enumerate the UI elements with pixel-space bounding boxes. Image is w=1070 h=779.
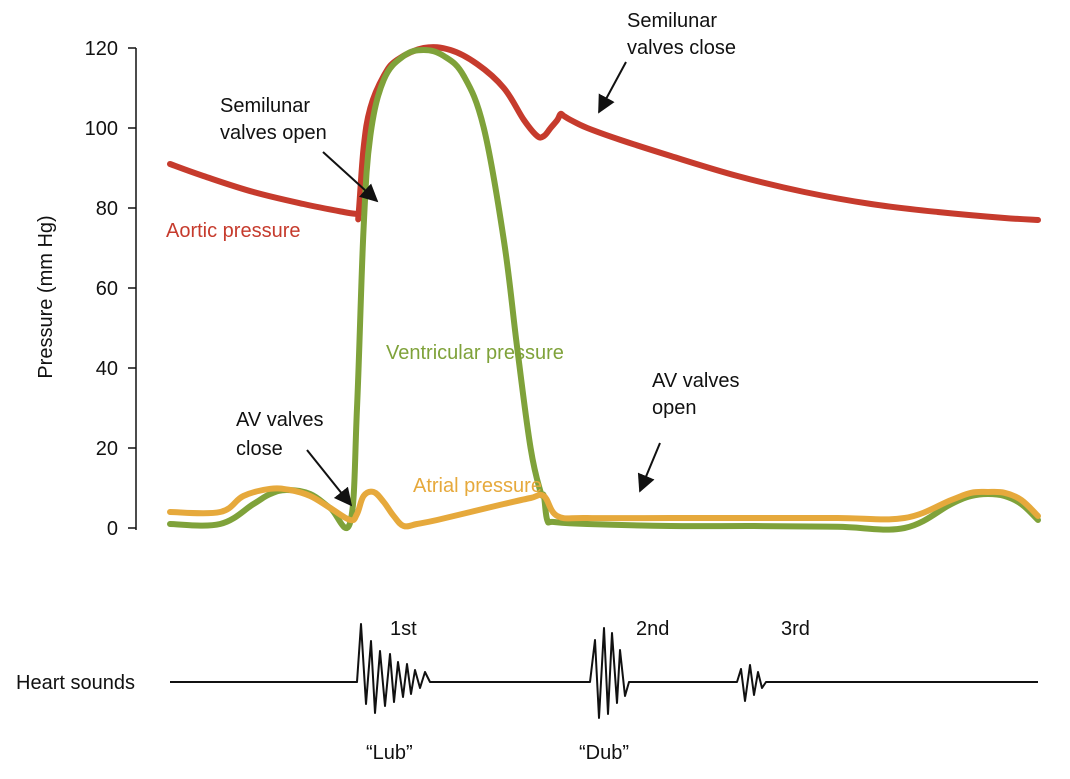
y-tick-label: 60: [96, 278, 118, 300]
y-tick-label: 120: [85, 38, 118, 60]
y-axis-label: Pressure (mm Hg): [35, 215, 57, 378]
aortic-pressure-curve: [167, 44, 1041, 223]
heart-sound-1st-label: 1st: [390, 618, 417, 640]
heart-sound-2nd-label: 2nd: [636, 618, 669, 640]
annotation-av-open-line1: AV valves: [652, 370, 739, 392]
annotation-semilunar-open-line2: valves open: [220, 122, 327, 144]
y-axis: 0 20 40 60 80 100 120 Pressure (mm Hg): [35, 38, 137, 540]
heart-sound-lub-label: “Lub”: [366, 742, 413, 764]
arrow-semilunar-open: [322, 151, 379, 203]
heart-sounds-label: Heart sounds: [16, 672, 135, 694]
heart-sound-3rd-label: 3rd: [781, 618, 810, 640]
y-tick-label: 0: [107, 518, 118, 540]
arrow-av-close: [306, 449, 353, 507]
atrial-pressure-label: Atrial pressure: [413, 475, 542, 497]
y-tick-label: 20: [96, 438, 118, 460]
arrow-av-open: [637, 442, 661, 493]
annotation-av-close-line2: close: [236, 438, 283, 460]
annotation-semilunar-open-line1: Semilunar: [220, 95, 310, 117]
annotation-av-open-line2: open: [652, 397, 697, 419]
annotation-semilunar-close-line1: Semilunar: [627, 10, 717, 32]
annotation-semilunar-close: Semilunar valves close: [598, 10, 736, 114]
ventricular-pressure-label: Ventricular pressure: [386, 342, 564, 364]
annotation-av-open: AV valves open: [637, 370, 739, 493]
y-tick-label: 40: [96, 358, 118, 380]
y-tick-label: 80: [96, 198, 118, 220]
annotation-av-close-line1: AV valves: [236, 409, 323, 431]
heart-sound-trace: [170, 623, 1038, 719]
atrial-pressure-curve: [167, 485, 1041, 530]
annotation-av-close: AV valves close: [236, 409, 353, 507]
annotation-semilunar-close-line2: valves close: [627, 37, 736, 59]
annotation-semilunar-open: Semilunar valves open: [220, 95, 379, 203]
arrow-semilunar-close: [598, 61, 627, 114]
y-tick-label: 100: [85, 118, 118, 140]
heart-sounds-panel: Heart sounds 1st 2nd 3rd “Lub” “Dub”: [16, 618, 1038, 764]
heart-sound-dub-label: “Dub”: [579, 742, 629, 764]
aortic-pressure-label: Aortic pressure: [166, 220, 301, 242]
pressure-curves: [167, 44, 1041, 533]
